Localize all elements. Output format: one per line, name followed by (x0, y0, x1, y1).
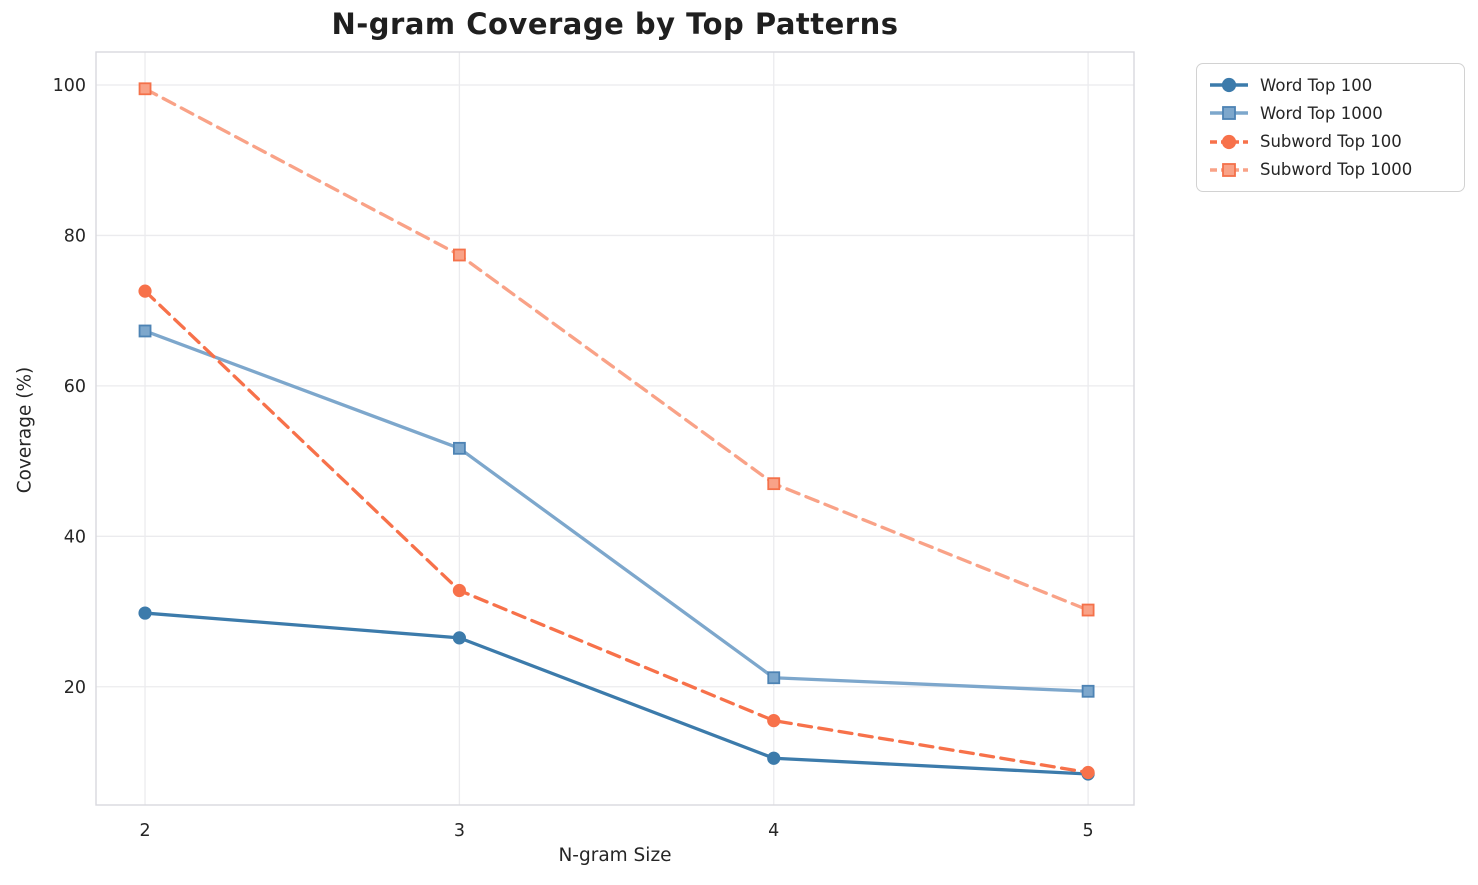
y-tick-label: 40 (64, 527, 86, 547)
marker-subword-top-1000 (767, 477, 781, 491)
marker-subword-top-100 (767, 714, 781, 728)
marker-subword-top-1000 (1081, 603, 1095, 617)
chart-title: N-gram Coverage by Top Patterns (331, 7, 899, 41)
marker-subword-top-100 (138, 284, 152, 298)
x-tick-label: 2 (139, 821, 150, 841)
legend-row-word-top-1000: Word Top 1000 (1209, 99, 1452, 127)
legend-label-subword-top-1000: Subword Top 1000 (1260, 160, 1413, 180)
x-tick-label: 5 (1083, 821, 1094, 841)
legend-marker-subword-top-1000 (1222, 162, 1236, 177)
y-tick-label: 60 (64, 377, 86, 397)
plot-border (95, 51, 1135, 806)
legend-marker-word-top-1000 (1222, 106, 1236, 121)
marker-word-top-1000 (767, 671, 781, 685)
marker-subword-top-1000 (138, 82, 152, 96)
legend-sample-word-top-100 (1210, 78, 1248, 93)
marker-word-top-1000 (1081, 684, 1095, 698)
marker-subword-top-100 (1081, 765, 1095, 780)
marker-subword-top-100 (452, 583, 466, 598)
marker-word-top-100 (452, 631, 466, 645)
series-line-word-top-1000 (143, 329, 1090, 693)
x-tick-label: 3 (454, 821, 465, 841)
legend-row-word-top-100: Word Top 100 (1209, 71, 1452, 99)
x-axis-label: N-gram Size (558, 845, 672, 866)
marker-word-top-1000 (138, 324, 152, 338)
y-tick-label: 80 (64, 227, 86, 247)
legend-label-word-top-1000: Word Top 1000 (1260, 103, 1383, 123)
y-axis-label: Coverage (%) (14, 366, 36, 494)
legend-sample-subword-top-100 (1210, 134, 1248, 149)
marker-word-top-1000 (452, 441, 466, 455)
marker-word-top-100 (138, 606, 152, 620)
x-tick-label: 4 (768, 821, 779, 841)
marker-subword-top-1000 (452, 248, 466, 262)
y-tick-label: 100 (53, 76, 86, 96)
legend-label-word-top-100: Word Top 100 (1260, 75, 1373, 95)
y-tick-label: 20 (64, 678, 86, 698)
series-line-subword-top-100 (143, 289, 1090, 775)
legend-sample-subword-top-1000 (1210, 162, 1248, 177)
series-line-word-top-100 (143, 611, 1090, 776)
legend-row-subword-top-1000: Subword Top 1000 (1209, 156, 1452, 184)
marker-word-top-100 (767, 751, 781, 765)
legend-label-subword-top-100: Subword Top 100 (1260, 132, 1402, 152)
series-line-subword-top-1000 (143, 87, 1090, 612)
legend-sample-word-top-1000 (1210, 106, 1248, 121)
legend-marker-subword-top-100 (1221, 134, 1237, 149)
legend: Word Top 100 Word Top 1000 Subword Top 100… (1196, 63, 1465, 192)
legend-row-subword-top-100: Subword Top 100 (1209, 128, 1452, 156)
legend-marker-word-top-100 (1221, 78, 1237, 93)
